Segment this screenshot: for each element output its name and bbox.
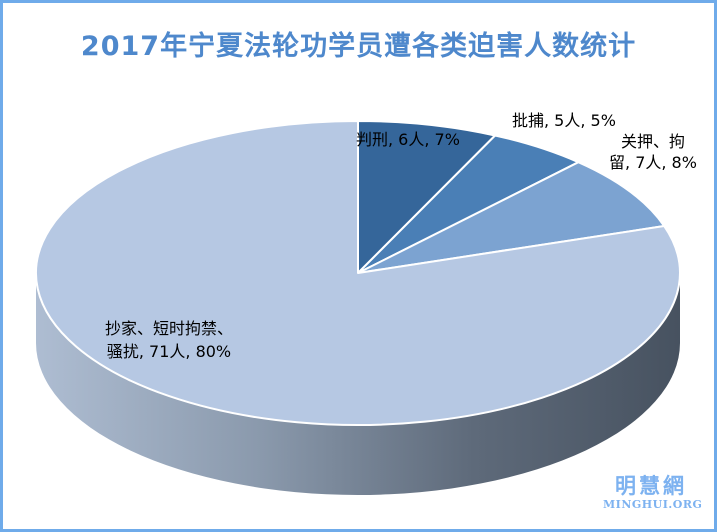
watermark-cjk: 明慧網 [615,474,687,498]
slice-label-harassment-line1: 抄家、短时拘禁、 [104,319,233,338]
slice-label-harassment-line2: 骚扰, 71人, 80% [106,342,232,361]
slice-label-detention-line1: 关押、拘 [620,132,685,151]
slice-label-sentenced: 判刑, 6人, 7% [356,130,460,149]
pie-chart-3d [34,120,681,495]
chart-title: 2017年宁夏法轮功学员遭各类迫害人数统计 [80,31,637,62]
pie-side-3d [36,273,680,495]
slice-label-harassment: 抄家、短时拘禁、 骚扰, 71人, 80% [98,317,240,363]
slice-label-detention-line2: 留, 7人, 8% [609,153,697,172]
slice-label-detention: 关押、拘 留, 7人, 8% [597,131,709,173]
watermark-latin: MINGHUI.ORG [603,498,703,511]
pie-slice-0[interactable] [357,120,497,274]
pie-slice-3[interactable] [34,120,681,426]
pie-slice-2[interactable] [357,161,666,274]
slice-label-arrest: 批捕, 5人, 5% [512,111,616,130]
watermark-minghui: 明慧網 MINGHUI.ORG [603,474,703,511]
